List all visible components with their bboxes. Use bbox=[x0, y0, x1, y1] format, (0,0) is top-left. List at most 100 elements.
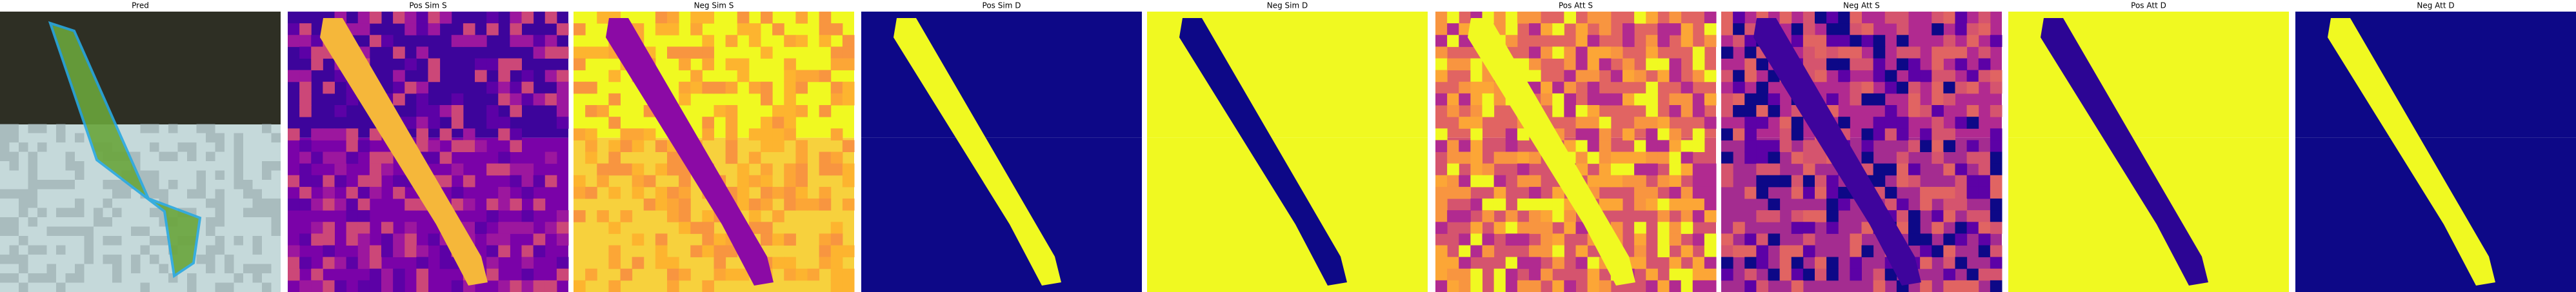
heatmap-cell bbox=[498, 93, 510, 106]
heatmap-cell bbox=[346, 151, 359, 164]
panel: Pos Att S bbox=[1435, 1, 1717, 292]
heatmap-cell bbox=[608, 70, 621, 83]
heatmap-cell bbox=[510, 280, 522, 292]
heatmap-cell bbox=[475, 58, 487, 71]
heatmap-cell bbox=[784, 70, 796, 83]
heatmap-cell bbox=[1692, 58, 1705, 71]
heatmap-cell bbox=[1802, 58, 1815, 71]
heatmap-cell bbox=[486, 58, 499, 71]
heatmap-cell bbox=[1669, 280, 1682, 292]
heatmap-cell bbox=[1435, 58, 1448, 71]
heatmap-cell bbox=[1681, 23, 1693, 35]
heatmap-cell bbox=[1955, 199, 1968, 211]
heatmap-cell bbox=[381, 163, 394, 176]
heatmap-cell bbox=[1756, 210, 1768, 222]
panel-title: Pred bbox=[132, 1, 149, 10]
heatmap-cell bbox=[1552, 245, 1564, 258]
heatmap-cell bbox=[1932, 222, 1944, 234]
heatmap-cell bbox=[416, 128, 428, 141]
heatmap-cell bbox=[510, 128, 522, 141]
heatmap-cell bbox=[346, 233, 359, 246]
prediction-mask bbox=[48, 21, 202, 278]
photo-texture bbox=[19, 189, 28, 199]
photo-texture bbox=[28, 273, 37, 283]
heatmap-cell bbox=[1815, 12, 1827, 24]
heatmap-cell bbox=[381, 151, 394, 164]
heatmap-cell bbox=[1634, 70, 1646, 83]
heatmap-cell bbox=[1768, 93, 1781, 106]
heatmap-cell bbox=[1669, 70, 1682, 83]
photo-texture bbox=[234, 161, 243, 171]
heatmap-cell bbox=[544, 151, 557, 164]
heatmap-cell bbox=[428, 12, 441, 24]
heatmap-cell bbox=[1435, 46, 1448, 59]
panel-title: Neg Sim S bbox=[694, 1, 734, 10]
heatmap-cell bbox=[1990, 175, 2002, 188]
heatmap-cell bbox=[1646, 35, 1658, 47]
heatmap-cell bbox=[1704, 23, 1717, 35]
heatmap-cell bbox=[1493, 199, 1506, 211]
photo-texture bbox=[215, 142, 225, 152]
heatmap-cell bbox=[608, 117, 621, 129]
heatmap-cell bbox=[761, 186, 773, 199]
heatmap-cell bbox=[1435, 23, 1448, 35]
heatmap-cell bbox=[1733, 222, 1745, 234]
heatmap-cell bbox=[748, 151, 761, 164]
heatmap-cell bbox=[357, 186, 370, 199]
heatmap-cell bbox=[1990, 199, 2002, 211]
heatmap-cell bbox=[784, 81, 796, 94]
heatmap-cell bbox=[1575, 151, 1588, 164]
heatmap-cell bbox=[556, 70, 569, 83]
heatmap-cell bbox=[533, 245, 546, 258]
heatmap-cell bbox=[334, 175, 347, 188]
photo-texture bbox=[140, 124, 150, 133]
heatmap-cell bbox=[439, 151, 452, 164]
heatmap-cell bbox=[1564, 105, 1576, 117]
heatmap-cell bbox=[1768, 163, 1781, 176]
heatmap-cell bbox=[714, 245, 726, 258]
photo-texture bbox=[215, 170, 225, 180]
heatmap-cell bbox=[334, 199, 347, 211]
heatmap-cell bbox=[1779, 175, 1792, 188]
heatmap-cell bbox=[667, 163, 679, 176]
photo-texture bbox=[187, 142, 197, 152]
heatmap-cell bbox=[1896, 35, 1909, 47]
photo-texture bbox=[75, 161, 85, 171]
heatmap-cell bbox=[1622, 58, 1635, 71]
heatmap-cell bbox=[1990, 70, 2002, 83]
heatmap-cell bbox=[655, 233, 668, 246]
heatmap-cell bbox=[679, 268, 691, 281]
heatmap-cell bbox=[761, 222, 773, 234]
heatmap-cell bbox=[842, 199, 855, 211]
heatmap-cell bbox=[1978, 222, 1991, 234]
heatmap-cell bbox=[1861, 81, 1874, 94]
heatmap-cell bbox=[1470, 70, 1483, 83]
heatmap-cell bbox=[772, 117, 784, 129]
heatmap-cell bbox=[1704, 186, 1717, 199]
heatmap-cell bbox=[1622, 163, 1635, 176]
heatmap-cell bbox=[1657, 233, 1670, 246]
photo-texture bbox=[215, 189, 225, 199]
heatmap-cell bbox=[1529, 23, 1541, 35]
heatmap-cell bbox=[1669, 58, 1682, 71]
heatmap-cell bbox=[1517, 175, 1530, 188]
heatmap-cell bbox=[784, 35, 796, 47]
photo-texture bbox=[112, 189, 122, 199]
heatmap-cell bbox=[1704, 35, 1717, 47]
heatmap-cell bbox=[1932, 58, 1944, 71]
heatmap-cell bbox=[1646, 46, 1658, 59]
heatmap-cell bbox=[1990, 81, 2002, 94]
photo-texture bbox=[112, 273, 122, 283]
heatmap-cell bbox=[1575, 117, 1588, 129]
heatmap-cell bbox=[748, 199, 761, 211]
heatmap-cell bbox=[1779, 12, 1792, 24]
heatmap-cell bbox=[1669, 222, 1682, 234]
heatmap-cell bbox=[1517, 12, 1530, 24]
heatmap-cell bbox=[1564, 140, 1576, 152]
heatmap-cell bbox=[819, 186, 832, 199]
heatmap-cell bbox=[1657, 151, 1670, 164]
heatmap-cell bbox=[1646, 128, 1658, 141]
heatmap-cell bbox=[1908, 58, 1921, 71]
heatmap-cell bbox=[1564, 222, 1576, 234]
heatmap-cell bbox=[714, 105, 726, 117]
